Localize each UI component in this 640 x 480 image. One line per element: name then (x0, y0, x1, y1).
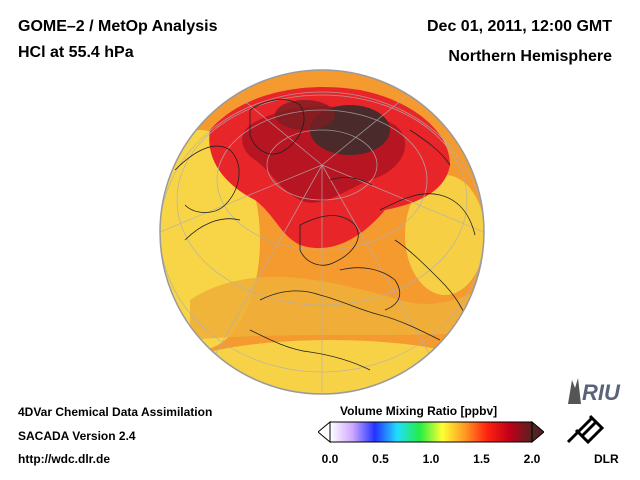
colorbar-tick-label: 1.0 (422, 452, 440, 466)
map-title: GOME–2 / MetOp Analysis (18, 18, 218, 35)
colorbar-max-arrow (531, 421, 544, 443)
colorbar-gradient (329, 421, 533, 443)
riu-logo-text: RIU (582, 380, 621, 405)
footer-version: SACADA Version 2.4 (18, 429, 136, 443)
globe-outline (159, 69, 485, 395)
colorbar-tick-label: 0.5 (372, 452, 389, 466)
colorbar-tick-label: 1.5 (473, 452, 490, 466)
date-label: Dec 01, 2011, 12:00 GMT (427, 18, 612, 35)
colorbar-min-arrow (318, 421, 331, 443)
globe-map (159, 69, 485, 395)
colorbar-title: Volume Mixing Ratio [ppbv] (340, 404, 498, 418)
riu-logo: RIU (568, 378, 621, 405)
footer-url: http://wdc.dlr.de (18, 452, 110, 466)
vortex-core-west (275, 100, 335, 130)
map-subtitle: HCl at 55.4 hPa (18, 44, 134, 61)
graticule (160, 84, 484, 394)
dlr-logo-text: DLR (594, 452, 619, 466)
colorbar (318, 421, 544, 443)
colorbar-tick-label: 0.0 (321, 452, 339, 466)
low-region-south (160, 340, 484, 394)
footer-method: 4DVar Chemical Data Assimilation (18, 405, 213, 419)
colorbar-tick-label: 2.0 (523, 452, 541, 466)
dlr-logo (566, 414, 605, 445)
mid-band (190, 276, 484, 340)
region-label: Northern Hemisphere (448, 48, 612, 65)
riu-logo-mark (568, 378, 581, 404)
dlr-logo-mark (566, 414, 605, 445)
